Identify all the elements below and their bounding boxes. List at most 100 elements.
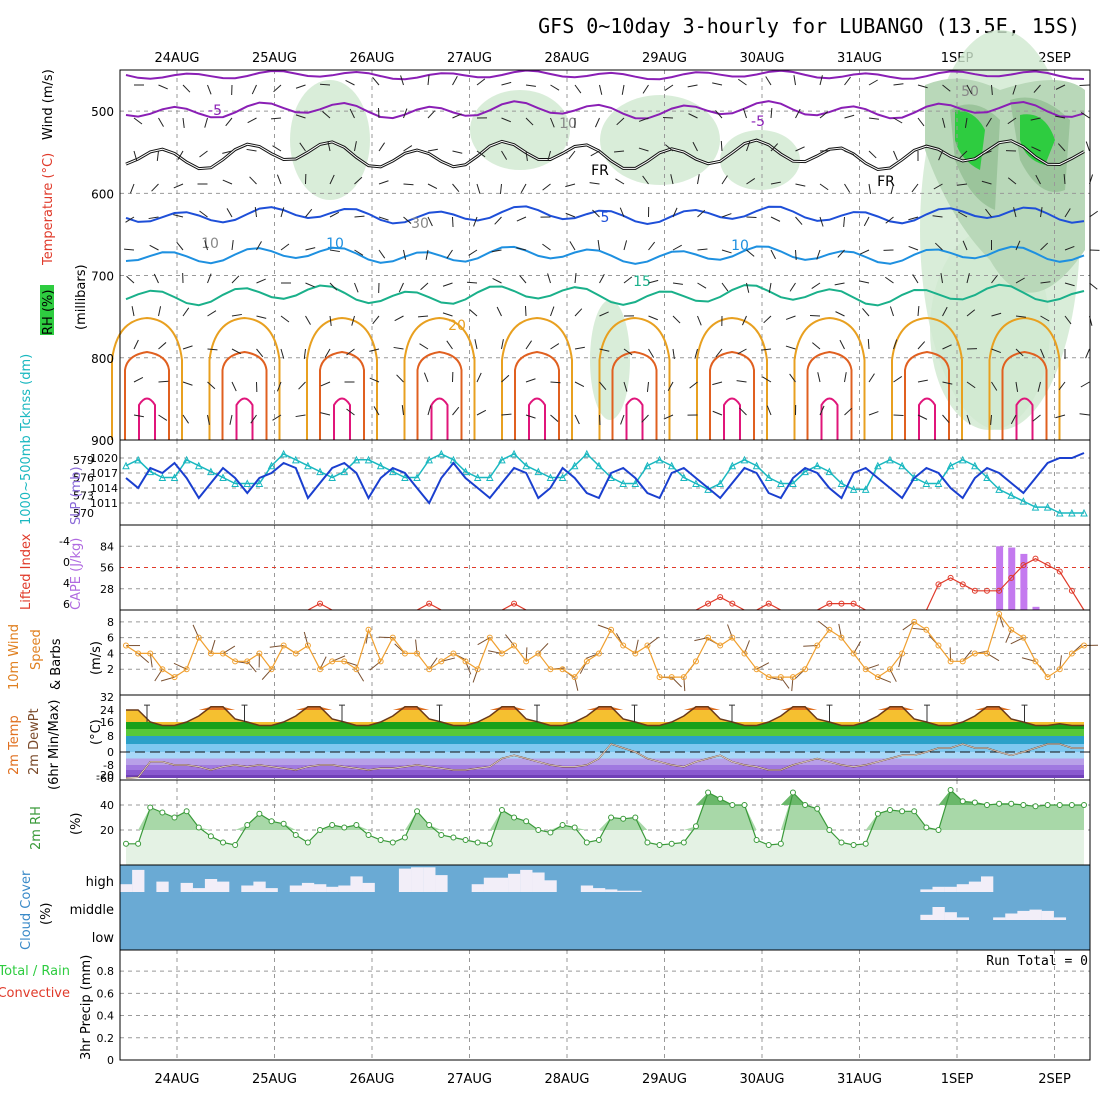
wind-barb: [863, 216, 870, 227]
thickness-point: [643, 461, 652, 470]
rh2m-point: [268, 818, 275, 825]
cloud-unit: (%): [39, 903, 54, 926]
cloud-bar-high: [617, 890, 630, 892]
wind-barb: [516, 247, 527, 251]
wind10-speed-point: [535, 650, 542, 657]
rh2m-point: [207, 833, 214, 840]
lifted-index-label: Lifted Index: [19, 533, 34, 610]
rh2m-point: [1032, 803, 1039, 810]
y-tick-label: 32: [100, 691, 114, 704]
rh2m-area: [126, 790, 1084, 865]
wind-barb: [272, 145, 282, 152]
wind-barb: [770, 107, 773, 119]
date-label-top: 28AUG: [544, 51, 589, 66]
contour-label: -5: [208, 103, 222, 119]
date-label-bottom: 24AUG: [154, 1072, 199, 1087]
rh2m-point: [171, 814, 178, 821]
wind-barb: [329, 211, 340, 218]
wind-barb: [715, 110, 723, 119]
contour-label: FR: [877, 174, 895, 190]
wind-barb: [648, 315, 658, 321]
contour-25: [904, 350, 950, 440]
wind-barb: [746, 282, 750, 293]
wind-barb: [398, 282, 404, 293]
temp-unit: (°C): [89, 719, 104, 745]
wind-barb: [793, 75, 796, 86]
wind-barb: [1032, 414, 1041, 422]
wind10-speed-point: [838, 634, 845, 641]
contour-25: [124, 350, 170, 440]
rh2m-point: [947, 787, 954, 793]
slp-panel-frame: [119, 439, 1091, 526]
contour-minus5: [125, 100, 1085, 120]
rh2m-point: [765, 842, 772, 848]
wind10-speed-point: [741, 650, 748, 657]
thickness-point: [316, 467, 324, 476]
wind-barb: [133, 150, 138, 161]
thickness-point: [328, 473, 336, 482]
wind10-speed-point: [923, 626, 930, 633]
rh-shade: [590, 300, 630, 420]
wind-barb: [369, 377, 380, 383]
y-tick-label: 8: [107, 616, 114, 629]
wind10-speed-point: [317, 666, 324, 673]
wind-barb: [770, 143, 779, 152]
wind-barb: [1057, 143, 1066, 152]
wind-barb: [736, 380, 747, 383]
contour-25: [514, 350, 560, 440]
thickness-point: [667, 461, 676, 470]
wind-barb: [417, 315, 429, 318]
thickness-point: [291, 455, 300, 464]
wind-barb: [985, 208, 992, 218]
thickness-point: [971, 461, 979, 470]
cape-bar: [996, 546, 1004, 610]
thickness-point: [728, 461, 737, 470]
lifted-index-point: [850, 600, 857, 607]
wind10-speed-point: [147, 650, 154, 657]
thickness-point: [498, 455, 506, 464]
y-tick-label: 0: [63, 556, 70, 569]
wind10-speed-point: [135, 650, 142, 657]
wind-barb: [619, 207, 625, 218]
cloud-bar-high: [362, 882, 375, 892]
thickness-point: [231, 479, 239, 487]
rh2m-point: [971, 799, 978, 806]
cloud-bar-high: [435, 875, 448, 892]
rh2m-point: [620, 815, 627, 822]
wind-barb: [694, 348, 698, 359]
wind-barb: [182, 307, 190, 317]
contour-label: 10: [559, 116, 577, 132]
thickness-point: [219, 473, 227, 482]
wind10-speed-point: [280, 642, 287, 649]
wind-barb: [844, 150, 855, 156]
wind-barb: [423, 372, 429, 383]
wind-barb: [182, 117, 185, 128]
thickness-point: [461, 467, 470, 476]
wind-barb: [795, 249, 797, 261]
wind-barb: [1055, 115, 1066, 119]
lifted-index-point: [717, 594, 724, 601]
wind-barb: [568, 150, 576, 160]
wind10-speed-point: [996, 611, 1003, 617]
wind-barb: [327, 141, 331, 152]
wind-barb: [565, 212, 576, 218]
thickness-point: [813, 461, 822, 470]
wind-barb: [981, 180, 992, 185]
cloud-bar-high: [944, 886, 957, 892]
rh2m-point: [886, 807, 893, 813]
cloud-bar-high: [301, 882, 315, 892]
wind-barb: [246, 148, 257, 152]
cloud-bar-high: [520, 869, 533, 892]
wind10-speed-point: [304, 642, 311, 649]
thickness-point: [413, 473, 421, 482]
thickness-point: [886, 455, 894, 464]
wind-barb: [819, 183, 829, 191]
wind-barb: [1064, 315, 1072, 325]
cloud-bar-middle: [1017, 910, 1030, 920]
rh-shade: [600, 95, 720, 185]
wind10-unit: (m/s): [89, 641, 104, 675]
cloud-bar-high: [920, 889, 933, 892]
wind-barb: [354, 249, 364, 256]
thickness-point: [401, 473, 409, 482]
dewpt2m-label: 2m DewPt: [27, 708, 42, 775]
